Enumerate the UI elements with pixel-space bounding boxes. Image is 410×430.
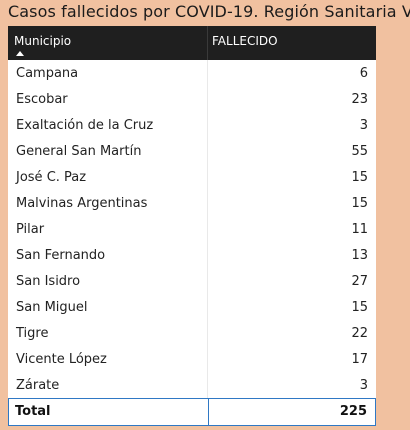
table-row: San Fernando 13 [8,242,376,268]
table-row: Vicente López 17 [8,346,376,372]
table-row: Exaltación de la Cruz 3 [8,112,376,138]
municipio-cell: General San Martín [16,144,142,159]
fallecido-cell: 11 [351,222,368,237]
column-divider [207,60,208,398]
municipio-cell: Vicente López [16,352,107,367]
table-header: Municipio FALLECIDO [8,26,376,60]
fallecido-cell: 15 [351,170,368,185]
fallecido-cell: 17 [351,352,368,367]
fallecido-cell: 6 [359,66,368,81]
table-row: Tigre 22 [8,320,376,346]
municipio-cell: Pilar [16,222,45,237]
table-row: José C. Paz 15 [8,164,376,190]
table-row: Malvinas Argentinas 15 [8,190,376,216]
fallecido-cell: 27 [351,274,368,289]
municipio-cell: José C. Paz [16,170,87,185]
fallecido-cell: 15 [351,196,368,211]
fallecido-cell: 3 [359,378,368,393]
municipio-cell: Campana [16,66,79,81]
header-divider [207,26,208,60]
municipio-cell: Escobar [16,92,68,107]
table-row: Pilar 11 [8,216,376,242]
table-row: San Isidro 27 [8,268,376,294]
total-divider [208,399,209,425]
municipio-cell: Malvinas Argentinas [16,196,148,211]
total-value: 225 [339,404,367,419]
municipio-cell: Zárate [16,378,60,393]
table-scrollbar[interactable] [379,26,385,426]
column-header-municipio[interactable]: Municipio [14,34,72,48]
table-body: Campana 6 Escobar 23 Exaltación de la Cr… [8,60,376,398]
fallecido-cell: 3 [359,118,368,133]
column-header-fallecido[interactable]: FALLECIDO [212,34,278,48]
table-row: Escobar 23 [8,86,376,112]
municipio-cell: San Fernando [16,248,106,263]
municipio-cell: San Miguel [16,300,88,315]
table-row: Campana 6 [8,60,376,86]
table-row: General San Martín 55 [8,138,376,164]
table-row: Zárate 3 [8,372,376,398]
total-row: Total 225 [8,398,376,426]
fallecido-cell: 55 [351,144,368,159]
municipio-cell: Tigre [16,326,49,341]
fallecido-cell: 23 [351,92,368,107]
municipio-cell: Exaltación de la Cruz [16,118,154,133]
municipio-cell: San Isidro [16,274,81,289]
deaths-table: Municipio FALLECIDO Campana 6 Escobar 23… [8,26,376,426]
fallecido-cell: 15 [351,300,368,315]
page-title: Casos fallecidos por COVID-19. Región Sa… [8,2,410,21]
fallecido-cell: 13 [351,248,368,263]
fallecido-cell: 22 [351,326,368,341]
table-row: San Miguel 15 [8,294,376,320]
sort-ascending-icon[interactable] [16,51,24,56]
total-label: Total [15,404,51,419]
